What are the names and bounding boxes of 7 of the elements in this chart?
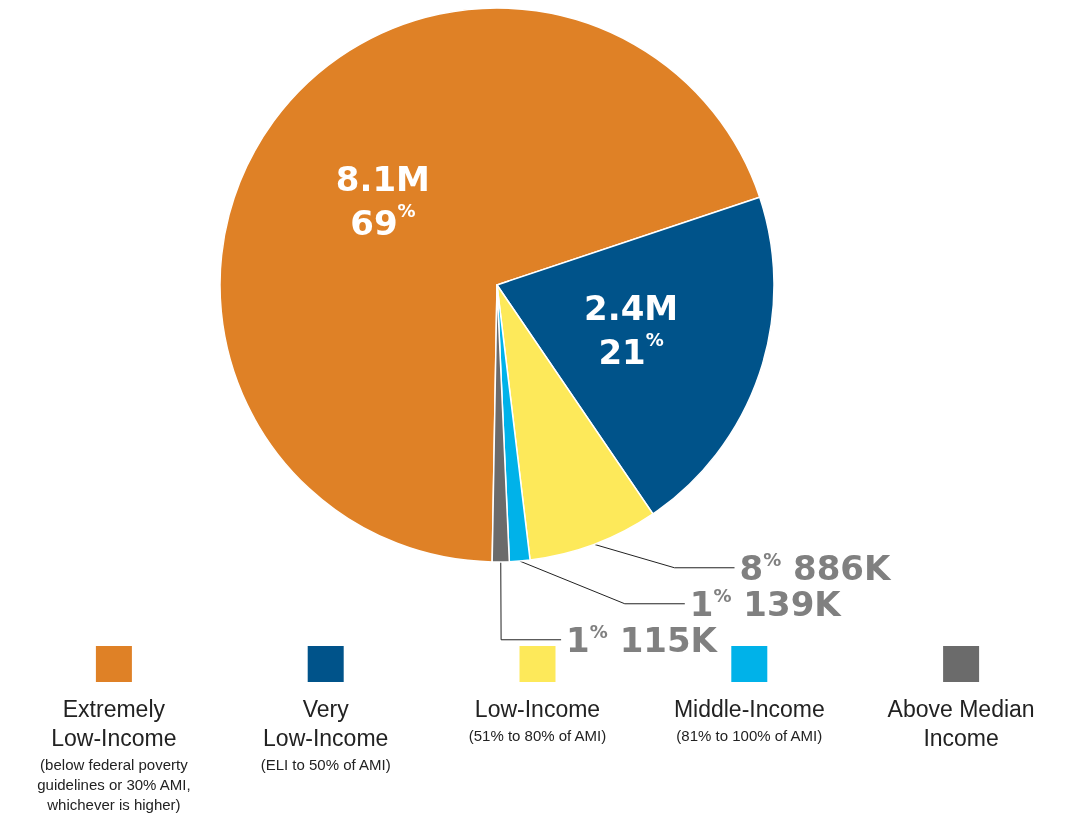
legend-label: Middle-Income (81% to 100% of AMI) — [673, 695, 825, 744]
legend-label: Above Median Income — [887, 695, 1035, 751]
data-label: 8.1M 69% — [335, 159, 430, 244]
data-label: 2.4M 21% — [584, 288, 679, 373]
legend-label: Extremely Low-Income (below federal poverty guidelines or 30% AMI, whichever is higher) — [37, 695, 191, 813]
legend-label: Very Low-Income (ELI to 50% of AMI) — [260, 695, 391, 773]
legend-label: Low-Income (51% to 80% of AMI) — [468, 695, 607, 744]
